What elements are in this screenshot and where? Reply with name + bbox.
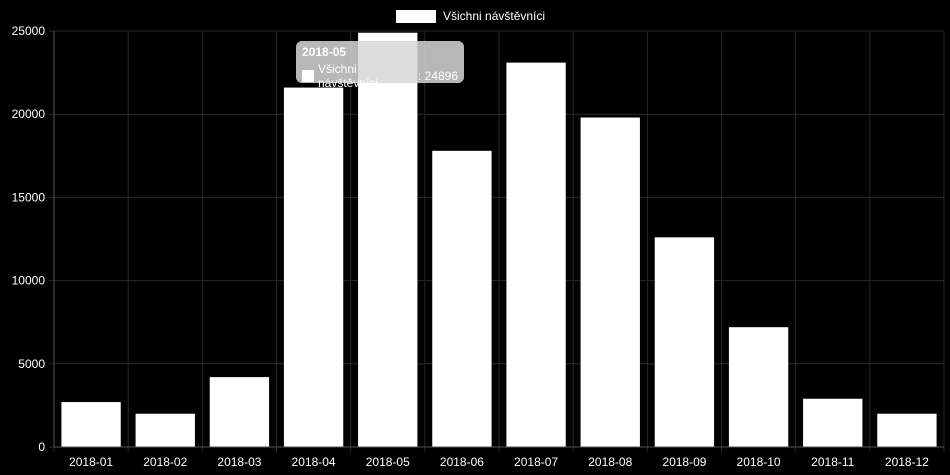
tooltip-title: 2018-05	[302, 45, 347, 59]
x-tick-label: 2018-12	[885, 455, 929, 469]
bar	[283, 87, 344, 448]
tooltip-separator: :	[417, 69, 425, 83]
x-tick-label: 2018-07	[514, 455, 558, 469]
x-tick-label: 2018-10	[737, 455, 781, 469]
bar	[728, 327, 789, 447]
x-tick-label: 2018-08	[588, 455, 632, 469]
bar	[358, 32, 418, 447]
bar	[654, 237, 715, 447]
x-tick-label: 2018-01	[69, 455, 113, 469]
chart-legend[interactable]: Všichni návštěvníci	[396, 7, 545, 25]
bar	[432, 150, 492, 448]
legend-label: Všichni návštěvníci	[443, 9, 546, 23]
y-tick-label: 10000	[12, 274, 46, 288]
bar	[135, 413, 195, 447]
x-tick-label: 2018-06	[440, 455, 484, 469]
y-tick-label: 20000	[12, 107, 46, 121]
x-tick-label: 2018-03	[217, 455, 261, 469]
x-tick-label: 2018-05	[366, 455, 410, 469]
tooltip-series-label: Všichni návštěvníci	[318, 62, 379, 90]
x-tick-label: 2018-09	[662, 455, 706, 469]
x-tick-label: 2018-11	[811, 455, 854, 469]
y-tick-label: 15000	[12, 190, 46, 204]
bar	[580, 117, 640, 447]
tooltip-value: 24896	[424, 69, 458, 83]
tooltip-row: Všichni návštěvníci: 24896	[302, 62, 458, 90]
y-tick-label: 25000	[12, 24, 46, 38]
bar	[61, 402, 121, 447]
legend-color-box	[396, 9, 436, 23]
x-tick-label: 2018-04	[292, 455, 336, 469]
bar	[506, 62, 566, 448]
chart-tooltip: 2018-05 Všichni návštěvníci: 24896	[296, 41, 464, 90]
bar	[209, 377, 270, 447]
y-tick-label: 0	[38, 440, 45, 454]
tooltip-color-swatch	[302, 70, 314, 82]
x-tick-label: 2018-02	[143, 455, 187, 469]
bar	[803, 398, 863, 447]
y-tick-label: 5000	[18, 357, 45, 371]
bar	[877, 413, 937, 447]
